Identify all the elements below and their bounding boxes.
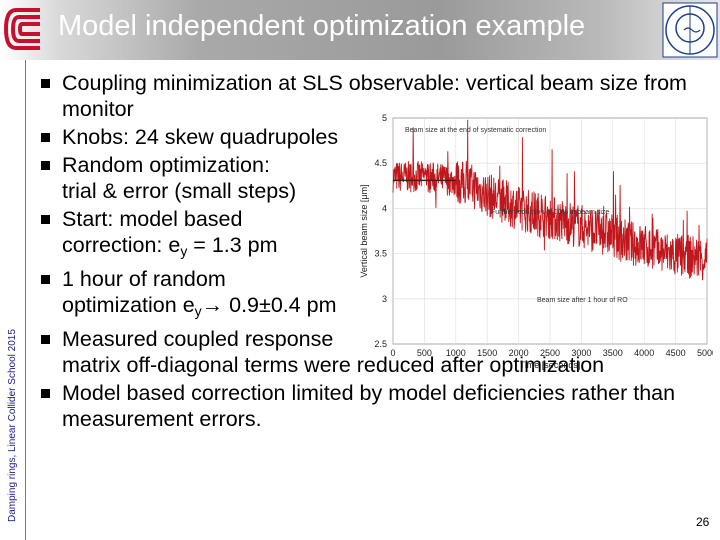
bullet-item: 1 hour of random optimization ey→ 0.9±0.… [40, 266, 700, 324]
x-tick-label: 2500 [540, 348, 560, 358]
bullet-line: trial & error (small steps) [62, 179, 297, 203]
bullet-text: Model based correction limited by model … [62, 381, 676, 431]
bullet-text: Coupling minimization at SLS observable:… [62, 71, 687, 121]
cern-logo [662, 2, 718, 63]
bullet-line: Measured coupled response [62, 327, 334, 351]
bullet-line: matrix off-diagonal terms were reduced a… [62, 353, 605, 377]
y-tick-label: 3.5 [374, 249, 387, 259]
bullet-line: 1 hour of random [62, 267, 226, 291]
x-tick-label: 500 [417, 348, 432, 358]
slide-title: Model independent optimization example [58, 10, 586, 42]
x-tick-label: 5000 [697, 348, 713, 358]
square-bullet-icon [41, 389, 50, 398]
side-divider [25, 60, 26, 540]
side-caption: Damping rings, Linear Collider School 20… [7, 329, 18, 522]
title-bar: Model independent optimization example [0, 0, 720, 60]
bullet-item: Random optimization: trial & error (smal… [40, 152, 700, 204]
y-tick-label: 5 [382, 113, 387, 123]
chart-annotation: Beam size after 1 hour of RO [537, 297, 628, 304]
bullet-text: Knobs: 24 skew quadrupoles [62, 125, 339, 149]
square-bullet-icon [41, 133, 50, 142]
beam-size-chart: 0 500 1000 1500 2000 2500 3000 3500 4000 4500 5000… [359, 113, 713, 370]
y-axis-title: Vertical beam size [μm] [359, 184, 369, 277]
square-bullet-icon [41, 335, 50, 344]
square-bullet-icon [41, 161, 50, 170]
bullet-line: optimization ey→ 0.9±0.4 pm [62, 293, 337, 319]
page-number: 26 [696, 515, 710, 529]
y-tick-label: 3 [382, 294, 387, 304]
x-tick-label: 1500 [477, 348, 497, 358]
chart-annotation: Further reduction of 10% in beam size [491, 209, 609, 216]
y-tick-label: 2.5 [374, 339, 387, 349]
x-axis-title: Time [seconds] [520, 360, 581, 370]
x-tick-label: 1000 [446, 348, 466, 358]
x-tick-label: 2000 [509, 348, 529, 358]
x-tick-label: 4500 [666, 348, 686, 358]
bullet-item: Model based correction limited by model … [40, 380, 700, 432]
series-line-beam-size [392, 119, 708, 281]
bullet-item: Coupling minimization at SLS observable:… [40, 70, 700, 122]
y-tick-label: 4 [382, 203, 387, 213]
x-tick-label: 3500 [603, 348, 623, 358]
bullet-line: Start: model based [62, 207, 243, 231]
bullet-item: Measured coupled response matrix off-dia… [40, 326, 700, 378]
bullet-item: Start: model based correction: ey = 1.3 … [40, 206, 700, 264]
y-tick-label: 4.5 [374, 158, 387, 168]
square-bullet-icon [41, 215, 50, 224]
bullet-line: Random optimization: [62, 153, 270, 177]
bullet-line: correction: ey = 1.3 pm [62, 233, 278, 259]
clic-logo [0, 4, 52, 59]
x-tick-label: 0 [390, 348, 395, 358]
x-tick-label: 4000 [634, 348, 654, 358]
bullet-list: Coupling minimization at SLS observable:… [40, 70, 700, 434]
chart-annotation: Beam size at the end of systematic corre… [405, 127, 546, 134]
x-tick-label: 3000 [571, 348, 591, 358]
square-bullet-icon [41, 275, 50, 284]
bullet-item: Knobs: 24 skew quadrupoles [40, 124, 700, 150]
square-bullet-icon [41, 79, 50, 88]
